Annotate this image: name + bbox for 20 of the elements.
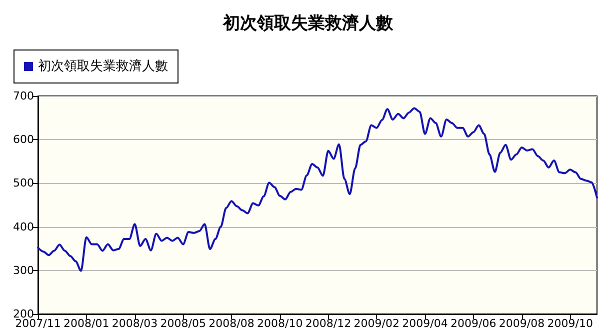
x-tick-label: 2009/06 (450, 317, 496, 330)
y-tick-label: 300 (13, 264, 34, 277)
x-tick-label: 2008/12 (305, 317, 352, 330)
x-tick-label: 2008/05 (160, 317, 206, 330)
y-tick-label: 500 (13, 176, 34, 190)
y-tick-label: 400 (13, 220, 34, 234)
legend-label: 初次領取失業救濟人數 (38, 59, 168, 74)
y-tick-label: 600 (13, 133, 34, 146)
line-series (37, 107, 598, 272)
x-tick-label: 2009/08 (498, 317, 545, 330)
x-tick-label: 2009/02 (354, 317, 400, 330)
chart-title: 初次領取失業救濟人數 (222, 14, 394, 34)
x-tick-label: 2008/10 (257, 317, 303, 330)
x-tick-label: 2007/11 (15, 317, 61, 330)
x-tick-label: 2008/08 (208, 317, 254, 330)
x-tick-label: 2009/04 (402, 317, 448, 330)
x-tick-label: 2008/01 (64, 317, 110, 330)
y-tick-label: 700 (13, 90, 34, 102)
x-tick-label: 2008/03 (112, 317, 158, 330)
x-tick-label: 2009/10 (547, 317, 593, 330)
